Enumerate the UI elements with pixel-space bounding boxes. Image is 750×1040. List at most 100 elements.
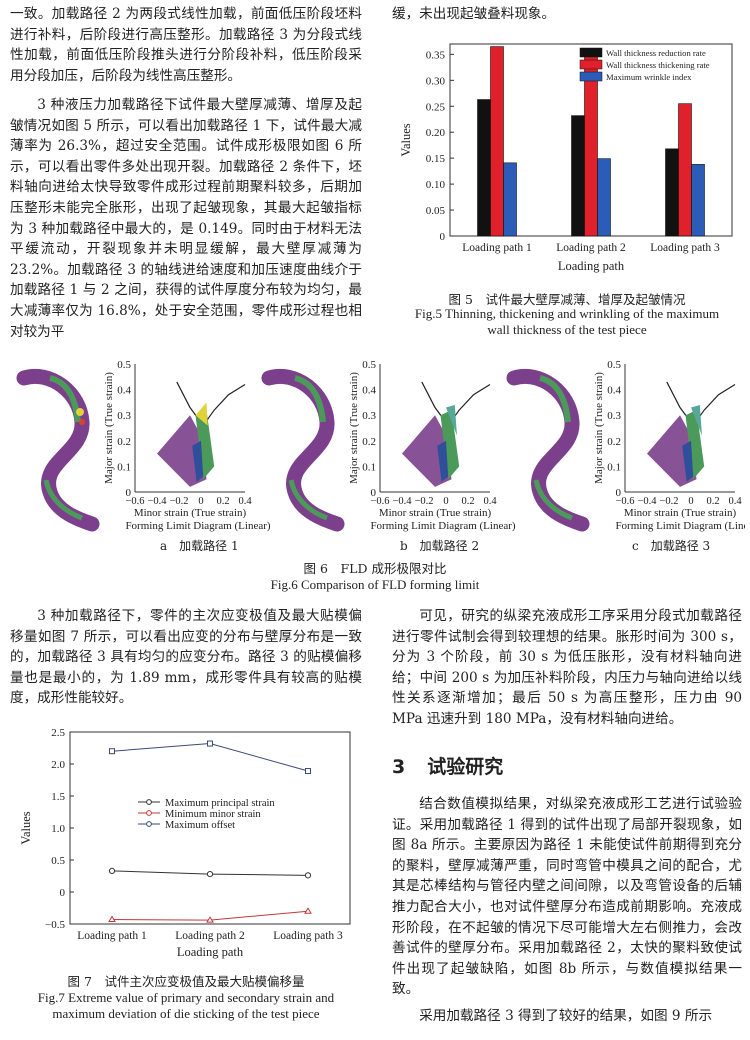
fig7-legend-label: Maximum offset — [165, 820, 235, 831]
fld-xtick-label: 0.4 — [238, 496, 252, 507]
fld-xtick-label: −0.4 — [147, 496, 167, 507]
fig5-legend-swatch — [579, 59, 603, 70]
paragraph-loading-paths: 一致。加载路径 2 为两段式线性加载，前面低压阶段坯料进行补料，后阶段进行高压整… — [10, 6, 362, 84]
fig5-xtick-label: Loading path 3 — [650, 242, 720, 254]
fld-part-strain-zone — [43, 479, 83, 521]
fld-ytick-label: 0.1 — [362, 461, 376, 473]
fig5-ytick-label: 0.35 — [426, 49, 446, 61]
fig7-marker — [108, 915, 116, 923]
figure-5-bar-chart: 0 0.05 0.10 0.15 0.20 0.25 0.30 0.35 Loading pat… — [399, 43, 733, 273]
figure-6-sub-a: a 加载路径 1 — [160, 539, 239, 553]
fld-xtick-label: 0.4 — [728, 496, 742, 507]
fld-ytick-label: 0.4 — [362, 385, 376, 397]
fld-ylabel: Major strain (True strain) — [103, 372, 115, 484]
fld-point-cloud-fail — [195, 402, 208, 426]
section-heading: 3 试验研究 — [392, 752, 525, 779]
figure-5-caption-en-line2: wall thickness of the test piece — [487, 322, 647, 337]
figure-7-line-chart: −0.5 0 0.5 1.0 1.5 2.0 2.5 Loading path 1 Loadin… — [19, 727, 351, 959]
fig7-marker — [304, 907, 312, 914]
fld-ytick-label: 0.5 — [607, 359, 621, 371]
fig7-marker — [206, 870, 214, 878]
fld-ytick-label: 0 — [371, 487, 377, 499]
fld-title: Forming Limit Diagram (Linear) — [615, 520, 745, 532]
fig7-ylabel: Values — [19, 811, 33, 844]
fig5-ytick-label: 0.30 — [426, 75, 446, 87]
paragraph-fig7-discussion: 3 种加载路径下，零件的主次应变极值及最大贴模偏移量如图 7 所示，可以看出应变… — [10, 608, 362, 707]
fld-part-strain-zone — [539, 375, 571, 423]
fld-ytick-label: 0.3 — [117, 410, 131, 422]
fig5-bar — [597, 158, 611, 237]
fig5-bar — [665, 148, 679, 237]
fig7-legend-marker — [146, 810, 152, 816]
fld-xtick-label: 0.2 — [706, 496, 719, 507]
fig7-xtick-label: Loading path 2 — [175, 930, 245, 942]
fld-xlabel: Minor strain (True strain) — [379, 507, 492, 519]
figure-6-sub-c: c 加载路径 3 — [632, 539, 711, 553]
fld-xtick-label: −0.4 — [392, 496, 412, 507]
fig5-ytick-label: 0.10 — [426, 179, 446, 191]
fld-ytick-label: 0.5 — [362, 359, 376, 371]
fig5-ytick-label: 0 — [440, 231, 446, 243]
fig7-marker — [304, 872, 312, 879]
fig5-bar — [503, 162, 517, 237]
fld-point-cloud-safe — [647, 415, 697, 487]
fld-xtick-label: 0.2 — [216, 496, 229, 507]
fig5-bar — [571, 115, 585, 237]
fld-xtick-label: −0.2 — [169, 496, 188, 507]
fld-ylabel: Major strain (True strain) — [593, 372, 605, 484]
fld-ytick-label: 0 — [126, 487, 132, 499]
figure-6-sub-b: b 加载路径 2 — [400, 539, 480, 553]
fld-xtick-label: 0.4 — [483, 496, 497, 507]
fld-point-cloud-compress — [437, 440, 449, 482]
fld-xtick-label: 0 — [443, 496, 448, 507]
fld-xtick-label: 0.2 — [461, 496, 474, 507]
fld-point-cloud-compress — [192, 440, 204, 482]
fld-point-cloud-safe — [402, 415, 452, 487]
fld-point-cloud-marginal — [685, 410, 705, 480]
paragraph-experiment: 结合数值模拟结果，对纵梁充液成形工艺进行试验验证。采用加载路径 1 得到的试件出… — [392, 796, 742, 998]
paragraph-fig5-discussion: 3 种液压力加载路径下试件最大壁厚减薄、增厚及起皱情况如图 5 所示，可以看出加… — [10, 97, 362, 340]
section-number: 3 — [392, 756, 406, 778]
fld-point-cloud-marginal — [440, 410, 460, 480]
fig7-legend-marker — [146, 799, 152, 805]
fld-point-cloud-safe — [157, 415, 207, 487]
figure-5-caption-zh: 图 5 试件最大壁厚减薄、增厚及起皱情况 — [448, 292, 686, 307]
fld-xtick-label: −0.2 — [414, 496, 433, 507]
fig5-legend-label: Maximum wrinkle index — [606, 72, 692, 82]
fig5-bar — [691, 164, 705, 237]
fld-point-cloud-marginal — [446, 404, 457, 436]
fig7-marker — [207, 740, 213, 747]
fig5-ytick-label: 0.25 — [426, 101, 446, 113]
fld-xtick-label: 0 — [198, 496, 203, 507]
fig7-ytick-label: 1.0 — [51, 823, 65, 835]
section-title: 试验研究 — [427, 756, 504, 778]
fig5-ytick-label: 0.15 — [426, 153, 446, 165]
fig7-legend-label: Minimum minor strain — [165, 809, 261, 820]
fld-limit-curve — [176, 381, 246, 427]
fig5-legend-label: Wall thickness thickening rate — [606, 60, 710, 70]
fig5-ylabel: Values — [399, 123, 413, 156]
fld-ytick-label: 0.3 — [607, 410, 621, 422]
fig7-ytick-label: 2.5 — [51, 727, 65, 739]
fld-xtick-label: −0.6 — [125, 496, 144, 507]
fld-xtick-label: −0.4 — [637, 496, 657, 507]
fig7-marker — [108, 867, 116, 874]
fld-part-strain-zone — [533, 479, 573, 521]
fig7-marker — [109, 748, 115, 755]
fig7-ytick-label: 1.5 — [51, 791, 65, 803]
fld-xlabel: Minor strain (True strain) — [134, 507, 247, 519]
fld-ytick-label: 0.4 — [607, 385, 621, 397]
figure-7-caption-zh: 图 7 试件主次应变极值及最大贴模偏移量 — [67, 974, 305, 989]
fig5-legend-swatch — [579, 47, 603, 58]
fld-ytick-label: 0 — [616, 487, 622, 499]
fig5-xlabel: Loading path — [558, 259, 625, 273]
paragraph-continuation: 缓，未出现起皱叠料现象。 — [392, 6, 556, 22]
fld-ytick-label: 0.4 — [117, 385, 131, 397]
fig7-legend-marker — [146, 821, 152, 827]
fig7-ytick-label: −0.5 — [45, 919, 65, 931]
fld-point-cloud-marginal — [691, 404, 702, 436]
fld-panel: 00.10.20.30.40.5−0.6 −0.4 −0.2 0 0.2 0.4Minor… — [261, 359, 516, 532]
fld-point-cloud-marginal — [195, 410, 215, 480]
fig5-ytick-label: 0.20 — [426, 127, 446, 139]
fig7-ytick-label: 0 — [60, 887, 66, 899]
